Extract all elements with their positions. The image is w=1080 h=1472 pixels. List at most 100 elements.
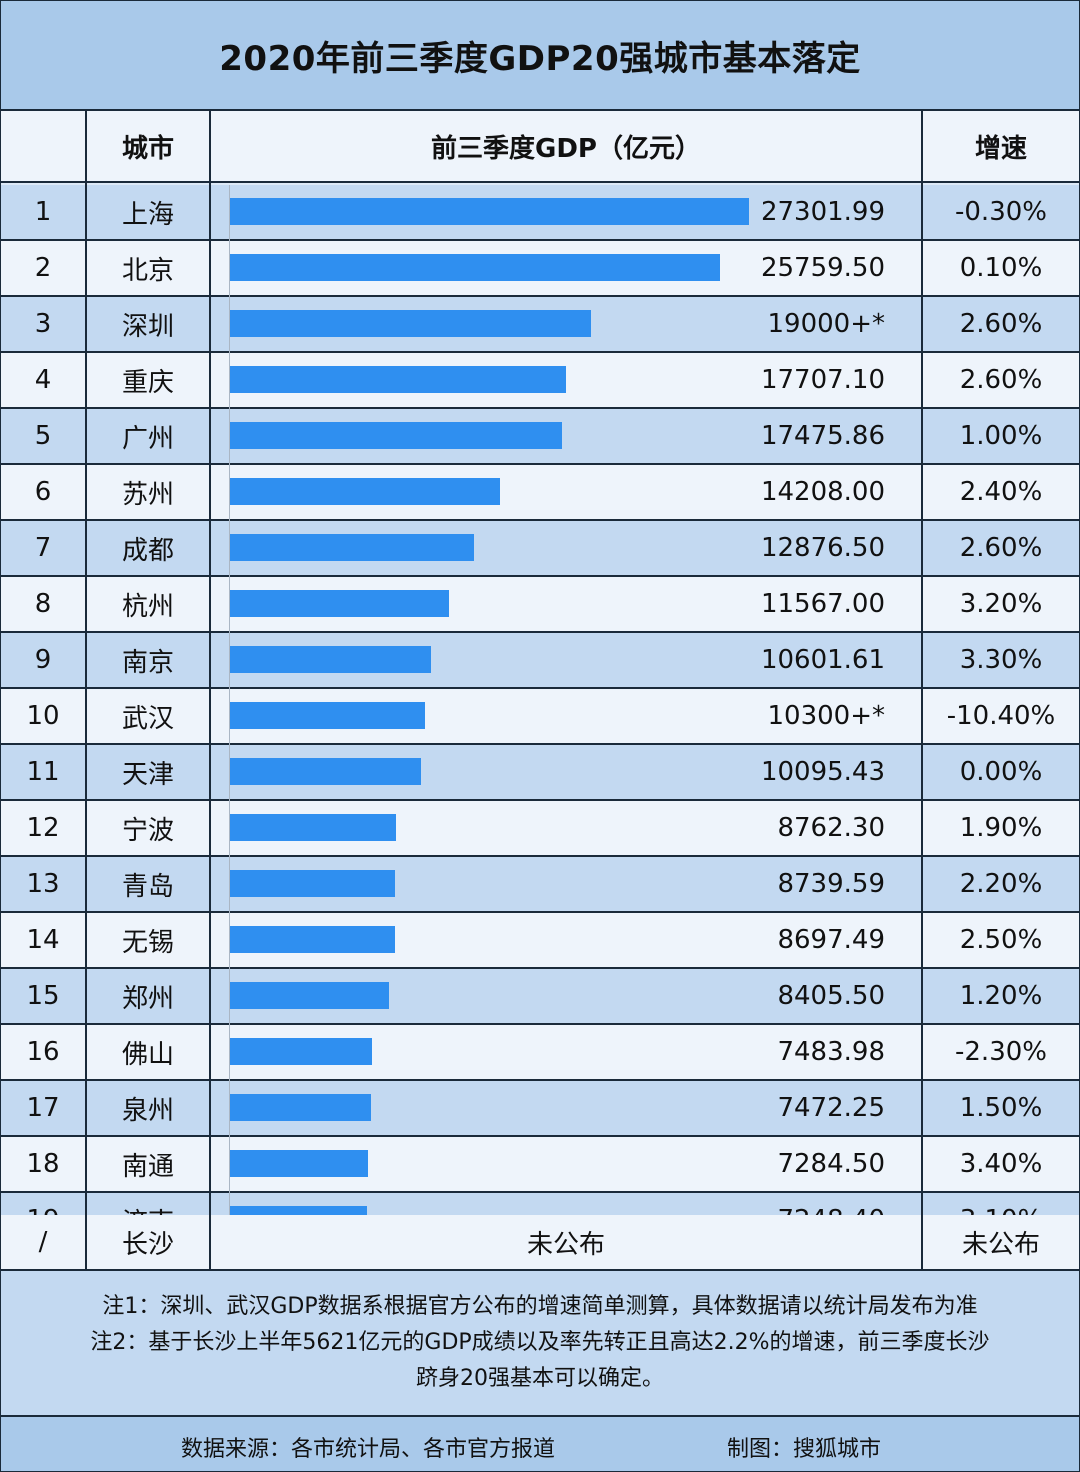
gdp-bar <box>229 590 449 617</box>
row-city: 武汉 <box>121 703 174 734</box>
row-city: 南京 <box>121 647 174 678</box>
gdp-bar <box>229 702 425 729</box>
row-city: 泉州 <box>121 1095 174 1126</box>
row-growth: 3.20% <box>959 589 1043 619</box>
gdp-bar <box>229 254 720 281</box>
table-row: 4 重庆 17707.10 2.60% <box>1 353 1079 409</box>
table-row-changsha: / 长沙 未公布 未公布 <box>1 1215 1079 1271</box>
column-divider <box>209 111 211 1271</box>
table-row: 14 无锡 8697.49 2.50% <box>1 913 1079 969</box>
row-rank: 14 <box>26 925 60 955</box>
row-growth: 3.40% <box>959 1149 1043 1179</box>
gdp-value-label: 7472.25 <box>777 1093 885 1123</box>
table-row: 3 深圳 19000+* 2.60% <box>1 297 1079 353</box>
table-row: 8 杭州 11567.00 3.20% <box>1 577 1079 633</box>
row-rank: 17 <box>26 1093 60 1123</box>
row-city: 无锡 <box>121 927 174 958</box>
table-row: 13 青岛 8739.59 2.20% <box>1 857 1079 913</box>
row-growth: 2.60% <box>959 533 1043 563</box>
gdp-bar <box>229 478 500 505</box>
gdp-bar <box>229 646 431 673</box>
row-city: 天津 <box>121 759 174 790</box>
row-rank: / <box>38 1227 48 1257</box>
header-growth: 增速 <box>923 111 1079 183</box>
gdp-value-label: 7483.98 <box>777 1037 885 1067</box>
row-rank: 10 <box>26 701 60 731</box>
gdp-value-label: 19000+* <box>767 309 886 339</box>
gdp-value-label: 17475.86 <box>760 421 885 451</box>
row-city: 重庆 <box>121 367 174 398</box>
gdp-value-label: 8405.50 <box>777 981 885 1011</box>
gdp-value-label: 8739.59 <box>777 869 885 899</box>
gdp-bar <box>229 198 749 225</box>
row-rank: 3 <box>34 309 52 339</box>
row-growth: 2.50% <box>959 925 1043 955</box>
table-row: 1 上海 27301.99 -0.30% <box>1 185 1079 241</box>
gdp-bar <box>229 926 395 953</box>
column-divider <box>921 111 923 1271</box>
row-growth: 1.50% <box>959 1093 1043 1123</box>
note-2-continued: 跻身20强基本可以确定。 <box>416 1366 664 1391</box>
gdp-value-label: 10095.43 <box>760 757 885 787</box>
table-row: 18 南通 7284.50 3.40% <box>1 1137 1079 1193</box>
table-row: 5 广州 17475.86 1.00% <box>1 409 1079 465</box>
gdp-value-label: 10300+* <box>767 701 886 731</box>
table-row: 9 南京 10601.61 3.30% <box>1 633 1079 689</box>
table-row: 12 宁波 8762.30 1.90% <box>1 801 1079 857</box>
row-city: 青岛 <box>121 871 174 902</box>
gdp-bar <box>229 1150 368 1177</box>
gdp-bar <box>229 310 591 337</box>
gdp-value-label: 12876.50 <box>760 533 885 563</box>
row-growth: 0.00% <box>959 757 1043 787</box>
gdp-bar <box>229 1038 372 1065</box>
row-growth: 3.30% <box>959 645 1043 675</box>
row-rank: 13 <box>26 869 60 899</box>
gdp-bar <box>229 366 566 393</box>
row-rank: 7 <box>34 533 52 563</box>
header-rank <box>1 111 85 183</box>
row-growth: 0.10% <box>959 253 1043 283</box>
note-2: 注2：基于长沙上半年5621亿元的GDP成绩以及率先转正且高达2.2%的增速，前… <box>90 1330 990 1355</box>
data-source: 数据来源：各市统计局、各市官方报道 <box>181 1437 556 1462</box>
gdp-bar <box>229 814 396 841</box>
row-city: 北京 <box>121 255 174 286</box>
row-rank: 16 <box>26 1037 60 1067</box>
row-gdp-unpublished: 未公布 <box>526 1229 605 1260</box>
row-growth: 1.00% <box>959 421 1043 451</box>
note-1: 注1：深圳、武汉GDP数据系根据官方公布的增速简单测算，具体数据请以统计局发布为… <box>102 1294 978 1319</box>
row-rank: 6 <box>34 477 52 507</box>
gdp-bar <box>229 534 474 561</box>
row-rank: 8 <box>34 589 52 619</box>
row-rank: 9 <box>34 645 52 675</box>
row-city: 郑州 <box>121 983 174 1014</box>
row-growth: -2.30% <box>955 1037 1047 1067</box>
gdp-value-label: 8697.49 <box>777 925 885 955</box>
gdp-bar <box>229 982 389 1009</box>
row-city: 长沙 <box>121 1229 174 1260</box>
row-growth: 2.20% <box>959 869 1043 899</box>
gdp-value-label: 11567.00 <box>760 589 885 619</box>
row-city: 佛山 <box>121 1039 174 1070</box>
gdp-value-label: 14208.00 <box>760 477 885 507</box>
row-growth: 2.60% <box>959 309 1043 339</box>
row-city: 深圳 <box>121 311 174 342</box>
row-rank: 12 <box>26 813 60 843</box>
table-row: 11 天津 10095.43 0.00% <box>1 745 1079 801</box>
row-city: 南通 <box>121 1151 174 1182</box>
row-city: 杭州 <box>121 591 174 622</box>
table-row: 15 郑州 8405.50 1.20% <box>1 969 1079 1025</box>
row-city: 上海 <box>121 199 174 230</box>
gdp-bar <box>229 422 562 449</box>
table-row: 10 武汉 10300+* -10.40% <box>1 689 1079 745</box>
chart-credit: 制图：搜狐城市 <box>727 1437 882 1462</box>
row-growth: -0.30% <box>955 197 1047 227</box>
row-city: 宁波 <box>121 815 174 846</box>
chart-title: 2020年前三季度GDP20强城市基本落定 <box>1 1 1079 111</box>
row-growth: 未公布 <box>961 1229 1040 1260</box>
gdp-bar <box>229 758 421 785</box>
row-rank: 15 <box>26 981 60 1011</box>
gdp-bar <box>229 870 395 897</box>
row-rank: 11 <box>26 757 60 787</box>
row-city: 成都 <box>121 535 174 566</box>
